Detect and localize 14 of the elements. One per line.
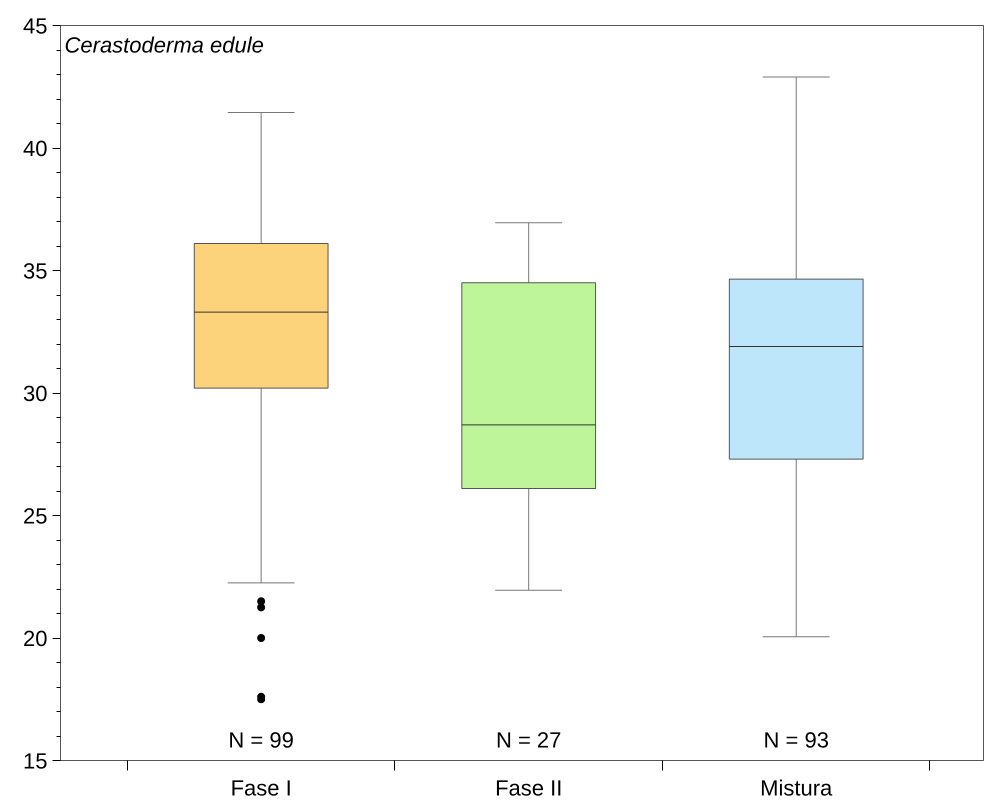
x-tick-label: Fase I	[230, 776, 292, 800]
y-tick-label: 25	[23, 504, 48, 528]
y-tick-label: 40	[23, 136, 48, 161]
annotation: N = 27	[496, 728, 562, 752]
y-tick-label: 20	[23, 626, 48, 651]
annotation: N = 93	[764, 728, 829, 752]
x-tick-label: Fase II	[495, 776, 562, 800]
chart-title: Cerastoderma edule	[64, 32, 264, 58]
y-tick-label: 30	[23, 381, 48, 406]
x-tick-label: Mistura	[760, 776, 834, 800]
y-tick-label: 35	[23, 258, 48, 284]
y-tick-label: 45	[23, 14, 48, 38]
y-tick-label: 15	[23, 748, 48, 774]
annotation: N = 99	[228, 728, 294, 752]
